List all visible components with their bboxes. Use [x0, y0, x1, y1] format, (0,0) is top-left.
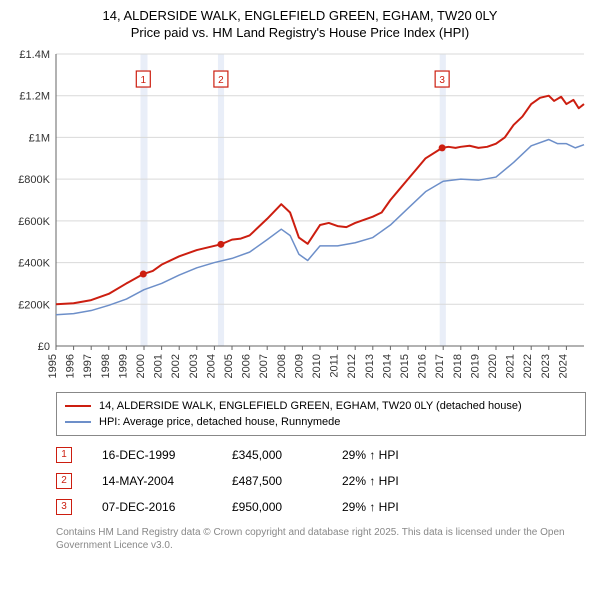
svg-text:£0: £0: [38, 341, 50, 353]
sale-price: £950,000: [232, 500, 342, 514]
legend-item: 14, ALDERSIDE WALK, ENGLEFIELD GREEN, EG…: [65, 398, 577, 414]
chart-container: 14, ALDERSIDE WALK, ENGLEFIELD GREEN, EG…: [0, 0, 600, 558]
footnote: Contains HM Land Registry data © Crown c…: [56, 526, 586, 552]
table-row: 3 07-DEC-2016 £950,000 29% ↑ HPI: [56, 494, 586, 520]
svg-text:2013: 2013: [364, 354, 376, 378]
svg-text:2008: 2008: [276, 354, 288, 378]
sales-table: 1 16-DEC-1999 £345,000 29% ↑ HPI 2 14-MA…: [56, 442, 586, 520]
svg-text:2019: 2019: [469, 354, 481, 378]
sale-diff: 22% ↑ HPI: [342, 474, 462, 488]
sale-date: 14-MAY-2004: [102, 474, 232, 488]
svg-text:2007: 2007: [258, 354, 270, 378]
svg-text:1997: 1997: [82, 354, 94, 378]
svg-text:£200K: £200K: [18, 299, 50, 311]
sale-marker-icon: 2: [56, 473, 72, 489]
sale-diff: 29% ↑ HPI: [342, 448, 462, 462]
svg-text:2012: 2012: [346, 354, 358, 378]
sale-price: £487,500: [232, 474, 342, 488]
svg-text:£1.2M: £1.2M: [19, 90, 50, 102]
table-row: 2 14-MAY-2004 £487,500 22% ↑ HPI: [56, 468, 586, 494]
svg-text:2003: 2003: [188, 354, 200, 378]
svg-text:2: 2: [218, 75, 224, 86]
sale-date: 16-DEC-1999: [102, 448, 232, 462]
legend-item: HPI: Average price, detached house, Runn…: [65, 414, 577, 430]
svg-text:2015: 2015: [399, 354, 411, 378]
svg-text:2006: 2006: [241, 354, 253, 378]
svg-text:2000: 2000: [135, 354, 147, 378]
sale-marker-icon: 1: [56, 447, 72, 463]
svg-text:£1M: £1M: [29, 132, 50, 144]
svg-text:1996: 1996: [65, 354, 77, 378]
svg-text:3: 3: [439, 75, 445, 86]
svg-text:2004: 2004: [205, 354, 217, 378]
legend-swatch: [65, 421, 91, 423]
table-row: 1 16-DEC-1999 £345,000 29% ↑ HPI: [56, 442, 586, 468]
svg-text:£600K: £600K: [18, 216, 50, 228]
svg-text:2011: 2011: [329, 354, 341, 378]
svg-text:£1.4M: £1.4M: [19, 49, 50, 61]
svg-text:2009: 2009: [293, 354, 305, 378]
sale-marker-icon: 3: [56, 499, 72, 515]
svg-text:2024: 2024: [557, 354, 569, 378]
svg-text:£400K: £400K: [18, 257, 50, 269]
svg-text:2023: 2023: [540, 354, 552, 378]
chart-title: 14, ALDERSIDE WALK, ENGLEFIELD GREEN, EG…: [10, 8, 590, 42]
svg-text:2002: 2002: [170, 354, 182, 378]
svg-text:2014: 2014: [381, 354, 393, 378]
svg-text:2001: 2001: [153, 354, 165, 378]
title-line-1: 14, ALDERSIDE WALK, ENGLEFIELD GREEN, EG…: [10, 8, 590, 25]
svg-text:1998: 1998: [100, 354, 112, 378]
svg-text:2018: 2018: [452, 354, 464, 378]
svg-text:2021: 2021: [505, 354, 517, 378]
chart-area: £0 £200K £400K £600K £800K £1M £1.2M £1.4M 1995 1…: [10, 48, 590, 388]
legend-swatch: [65, 405, 91, 407]
legend: 14, ALDERSIDE WALK, ENGLEFIELD GREEN, EG…: [56, 392, 586, 436]
svg-text:1: 1: [141, 75, 147, 86]
svg-text:2010: 2010: [311, 354, 323, 378]
svg-text:£800K: £800K: [18, 174, 50, 186]
sale-price: £345,000: [232, 448, 342, 462]
svg-text:1999: 1999: [117, 354, 129, 378]
svg-text:2022: 2022: [522, 354, 534, 378]
legend-label: 14, ALDERSIDE WALK, ENGLEFIELD GREEN, EG…: [99, 400, 522, 412]
svg-text:2016: 2016: [417, 354, 429, 378]
svg-text:1995: 1995: [47, 354, 59, 378]
sale-date: 07-DEC-2016: [102, 500, 232, 514]
sale-diff: 29% ↑ HPI: [342, 500, 462, 514]
legend-label: HPI: Average price, detached house, Runn…: [99, 416, 340, 428]
svg-text:2005: 2005: [223, 354, 235, 378]
title-line-2: Price paid vs. HM Land Registry's House …: [10, 25, 590, 42]
svg-text:2020: 2020: [487, 354, 499, 378]
chart-svg: £0 £200K £400K £600K £800K £1M £1.2M £1.4M 1995 1…: [10, 48, 590, 388]
svg-text:2017: 2017: [434, 354, 446, 378]
